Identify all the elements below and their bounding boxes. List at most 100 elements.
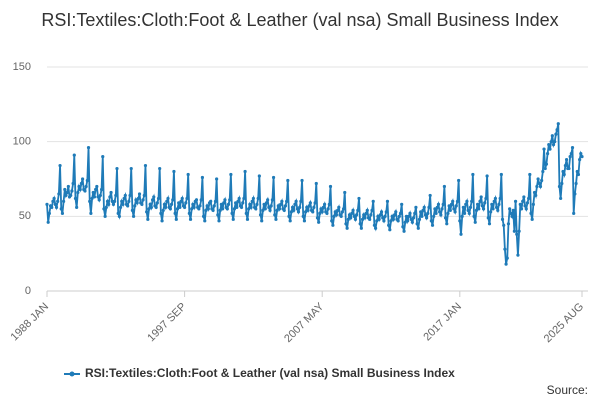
point — [434, 211, 438, 215]
point — [89, 211, 93, 215]
point — [432, 214, 436, 218]
point — [545, 152, 550, 156]
point — [178, 205, 182, 209]
point — [162, 202, 167, 206]
point — [177, 201, 181, 205]
point — [547, 143, 551, 147]
point — [442, 184, 446, 189]
point — [420, 214, 424, 218]
point — [436, 202, 441, 206]
point — [427, 205, 431, 209]
point — [464, 202, 468, 206]
point — [294, 199, 298, 203]
point — [283, 204, 288, 208]
point — [197, 207, 201, 211]
point — [325, 211, 329, 215]
point — [383, 214, 387, 218]
point — [357, 196, 361, 201]
point — [371, 199, 375, 203]
point — [413, 211, 417, 215]
point — [137, 192, 142, 196]
point — [536, 177, 540, 181]
point — [288, 219, 292, 223]
point — [216, 213, 220, 217]
point — [308, 201, 312, 205]
point — [365, 208, 369, 212]
point — [148, 202, 152, 206]
point — [149, 205, 153, 209]
point — [198, 204, 202, 208]
point — [155, 201, 159, 205]
point — [247, 207, 251, 211]
point — [459, 232, 463, 236]
point — [353, 217, 358, 221]
point — [446, 211, 450, 215]
point — [245, 217, 250, 221]
point — [516, 253, 520, 257]
point — [209, 199, 213, 203]
point — [254, 207, 258, 211]
point — [305, 205, 309, 209]
point — [45, 202, 49, 206]
point — [110, 199, 114, 203]
point — [527, 196, 531, 201]
point — [556, 122, 560, 126]
point — [275, 208, 279, 212]
point — [296, 210, 301, 214]
x-tick-label: 1997 SEP — [145, 301, 189, 345]
point — [293, 202, 297, 206]
point — [362, 213, 366, 217]
point — [389, 219, 393, 223]
point — [494, 205, 499, 209]
point — [300, 178, 304, 183]
y-tick-label: 150 — [13, 61, 31, 73]
point — [337, 205, 341, 209]
point — [161, 208, 165, 212]
point — [490, 202, 494, 206]
point — [77, 184, 81, 189]
point — [212, 204, 216, 208]
point — [154, 205, 158, 209]
point — [75, 205, 79, 209]
point — [54, 205, 59, 209]
point — [530, 217, 534, 221]
point — [319, 207, 323, 211]
legend-marker — [69, 371, 75, 377]
point — [574, 181, 578, 186]
point — [115, 166, 119, 171]
point — [453, 210, 457, 214]
point — [213, 199, 218, 203]
point — [102, 207, 106, 211]
point — [471, 172, 475, 177]
point — [201, 214, 206, 218]
point — [372, 223, 377, 227]
point — [330, 219, 334, 223]
source: Source: — [547, 383, 588, 397]
point — [443, 216, 448, 220]
point — [502, 223, 506, 227]
point — [179, 199, 183, 203]
point — [340, 210, 344, 214]
point — [529, 211, 533, 215]
point — [282, 208, 286, 212]
point — [441, 202, 445, 206]
point — [416, 226, 420, 230]
point — [257, 174, 261, 178]
point — [271, 175, 276, 180]
point — [346, 217, 350, 221]
series-line — [46, 123, 583, 265]
point — [217, 219, 221, 223]
point — [260, 219, 264, 223]
y-tick-label: 0 — [25, 285, 31, 297]
point — [215, 177, 219, 181]
point — [334, 213, 339, 217]
point — [576, 172, 581, 177]
point — [244, 211, 248, 215]
point — [381, 216, 385, 220]
point — [258, 213, 263, 217]
point — [542, 147, 546, 151]
point — [333, 210, 337, 214]
point — [390, 214, 394, 218]
point — [508, 207, 512, 211]
point — [528, 172, 532, 177]
